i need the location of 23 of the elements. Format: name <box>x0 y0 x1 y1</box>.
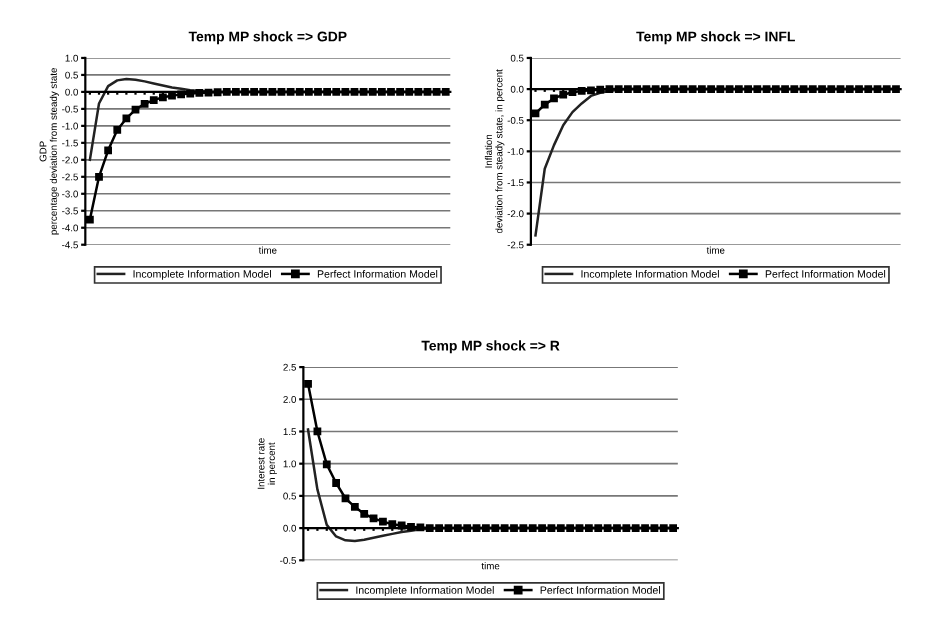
point <box>531 109 540 118</box>
point <box>360 510 369 518</box>
point <box>158 93 167 102</box>
point <box>550 94 558 103</box>
point <box>369 514 378 523</box>
point <box>304 379 312 388</box>
point <box>113 126 122 134</box>
point <box>104 146 113 155</box>
point <box>95 172 103 181</box>
point <box>332 479 341 487</box>
point <box>140 99 149 108</box>
point <box>149 96 158 104</box>
point <box>379 517 387 526</box>
point <box>540 100 549 109</box>
point <box>341 494 350 503</box>
point <box>407 522 415 531</box>
point <box>131 105 140 114</box>
point <box>313 427 322 436</box>
point <box>559 90 568 99</box>
point <box>85 215 94 224</box>
point <box>322 460 331 469</box>
point <box>122 114 131 123</box>
point <box>350 502 359 511</box>
